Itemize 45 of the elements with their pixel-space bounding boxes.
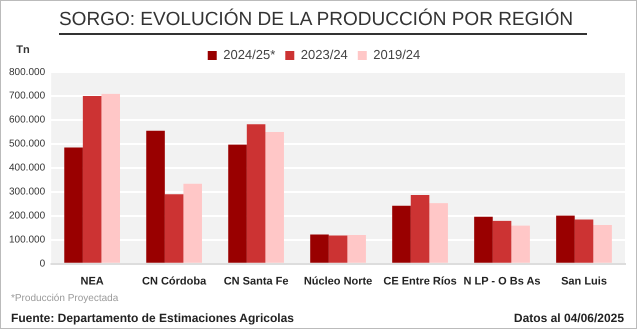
- bar: [574, 219, 594, 263]
- bar: [410, 194, 430, 263]
- y-axis-title: Tn: [16, 44, 30, 56]
- bar: [164, 194, 184, 263]
- x-tick-label: NEA: [80, 275, 104, 288]
- x-tick-label: San Luis: [561, 275, 607, 288]
- bar: [64, 148, 83, 263]
- x-tick-label: CE Entre Ríos: [383, 275, 457, 288]
- bar: [246, 124, 266, 263]
- bar: [556, 216, 575, 263]
- bar: [328, 236, 348, 263]
- x-tick-label: N LP - O Bs As: [464, 275, 541, 288]
- bar: [511, 226, 530, 263]
- legend-label: 2023/24: [300, 47, 348, 62]
- y-tick-label: 500.000: [8, 138, 46, 150]
- text: *Producción Proyectada: [11, 293, 118, 304]
- bar: [474, 216, 493, 263]
- bar: [265, 132, 284, 263]
- chart-title: SORGO: EVOLUCIÓN DE LA PRODUCCIÓN POR REGIÓN: [59, 9, 588, 35]
- y-tick-label: 0: [40, 258, 46, 270]
- x-tick-label: Núcleo Norte: [304, 275, 372, 288]
- bar: [310, 234, 329, 263]
- y-tick-label: 200.000: [8, 210, 46, 222]
- legend-label: 2024/25*: [223, 47, 276, 62]
- bar: [101, 94, 120, 263]
- bar: [146, 130, 165, 263]
- y-tick-label: 100.000: [8, 234, 46, 246]
- bar: [593, 224, 612, 263]
- bar: [347, 235, 366, 263]
- y-tick-label: 600.000: [8, 114, 46, 126]
- x-tick-label: CN Córdoba: [142, 275, 208, 288]
- y-tick-label: 300.000: [8, 186, 46, 198]
- y-tick-label: 400.000: [8, 162, 46, 174]
- y-tick-label: 700.000: [8, 90, 46, 102]
- bar: [429, 203, 448, 263]
- bar: [183, 184, 202, 263]
- y-tick-label: 800.000: [8, 66, 46, 78]
- bar: [492, 220, 512, 263]
- bar: [392, 206, 411, 263]
- bar: [82, 96, 102, 263]
- x-tick-label: CN Santa Fe: [224, 275, 288, 288]
- bar: [228, 144, 247, 263]
- text: Datos al 04/06/2025: [514, 311, 624, 325]
- legend-label: 2019/24: [373, 47, 420, 62]
- source-note: Fuente: Departamento de Estimaciones Agricolas: [11, 311, 294, 325]
